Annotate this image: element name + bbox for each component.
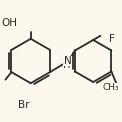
Text: N: N <box>64 56 72 66</box>
Text: OH: OH <box>1 18 17 28</box>
Text: F: F <box>109 34 115 44</box>
Text: Br: Br <box>18 100 30 110</box>
Text: H: H <box>63 60 71 70</box>
Text: CH₃: CH₃ <box>103 83 120 92</box>
